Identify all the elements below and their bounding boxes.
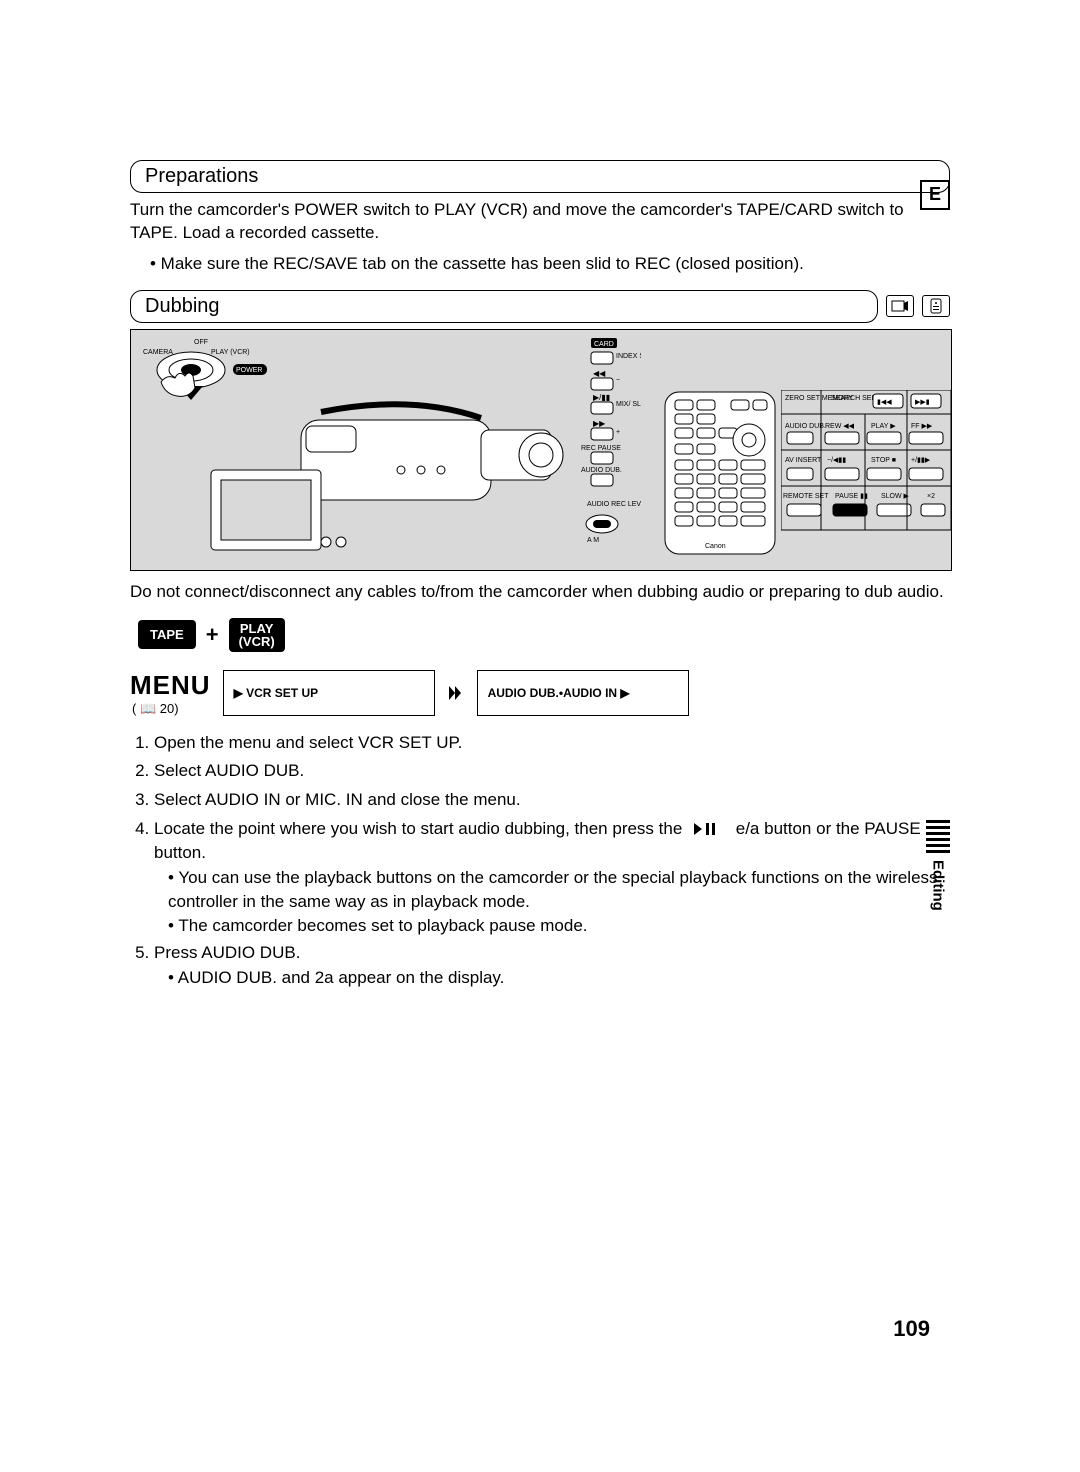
lbl-off: OFF	[194, 339, 208, 346]
play-label: PLAY	[239, 622, 275, 635]
camera-icon	[886, 295, 914, 317]
step-5: Press AUDIO DUB. • AUDIO DUB. and 2a app…	[154, 941, 950, 989]
step-4a: Locate the point where you wish to start…	[154, 819, 687, 838]
preparations-text: Turn the camcorder's POWER switch to PLA…	[130, 199, 950, 245]
vcr-label: (VCR)	[239, 635, 275, 648]
button-column: CARD INDEX SCREEN ◀◀ − ▶/▮▮ MIX/ SLIDE S…	[571, 338, 641, 558]
svg-text:CARD: CARD	[594, 341, 614, 348]
mode-row: TAPE + PLAY (VCR)	[138, 618, 950, 652]
step-4-glyph-label: e/a	[736, 819, 760, 838]
step-4-sub2: • The camcorder becomes set to playback …	[168, 914, 950, 938]
step-2: Select AUDIO DUB.	[154, 759, 950, 784]
svg-text:MIX/ SLIDE SHOW: MIX/ SLIDE SHOW	[616, 401, 641, 408]
play-pause-icon	[691, 820, 727, 838]
step-5-text: Press AUDIO DUB.	[154, 943, 300, 962]
play-vcr-badge: PLAY (VCR)	[229, 618, 285, 652]
svg-text:AUDIO DUB.: AUDIO DUB.	[581, 467, 622, 474]
dubbing-illustration: OFF CAMERA PLAY (VCR) POWER	[130, 329, 952, 571]
editing-label: Editing	[930, 860, 947, 911]
svg-text:AUDIO REC LEVEL: AUDIO REC LEVEL	[587, 501, 641, 508]
dubbing-header: Dubbing	[130, 290, 950, 323]
menu-word: MENU	[130, 670, 211, 701]
preparations-bullet: • Make sure the REC/SAVE tab on the cass…	[130, 253, 950, 276]
svg-text:REMOTE SET: REMOTE SET	[783, 493, 829, 500]
dubbing-title: Dubbing	[130, 290, 878, 323]
svg-text:−: −	[616, 377, 620, 384]
svg-text:▶/▮▮: ▶/▮▮	[593, 393, 610, 402]
step-4: Locate the point where you wish to start…	[154, 817, 950, 938]
plus-sign: +	[206, 622, 219, 648]
svg-text:▶▶▮: ▶▶▮	[915, 399, 930, 406]
svg-text:+: +	[616, 429, 620, 436]
step-3: Select AUDIO IN or MIC. IN and close the…	[154, 788, 950, 813]
svg-text:A M: A M	[587, 537, 599, 544]
menu-sub: ( 📖 20)	[132, 701, 211, 717]
svg-text:×2: ×2	[927, 493, 935, 500]
preparations-title: Preparations	[130, 160, 950, 193]
svg-text:AUDIO DUB.: AUDIO DUB.	[785, 423, 826, 430]
svg-text:Canon: Canon	[705, 543, 726, 550]
svg-text:◀◀: ◀◀	[593, 369, 606, 378]
preparations-header: Preparations	[130, 160, 950, 193]
tape-badge: TAPE	[138, 620, 196, 649]
camcorder-body	[151, 400, 571, 560]
svg-text:AV INSERT: AV INSERT	[785, 457, 822, 464]
svg-text:▮◀◀: ▮◀◀	[877, 399, 892, 406]
svg-text:FF ▶▶: FF ▶▶	[911, 423, 933, 430]
hatch-marker	[926, 820, 950, 856]
page-number: 109	[893, 1316, 930, 1342]
svg-text:+/▮▮▶: +/▮▮▶	[911, 457, 931, 464]
menu-box-1: ▶ VCR SET UP	[223, 670, 435, 716]
svg-text:REC PAUSE: REC PAUSE	[581, 445, 621, 452]
remote-body: Canon	[661, 390, 781, 560]
svg-text:REW ◀◀: REW ◀◀	[825, 423, 855, 430]
lbl-play: PLAY (VCR)	[211, 349, 250, 356]
remote-label-grid: ZERO SET MEMORY SEARCH SELECT ▮◀◀ ▶▶▮ AU…	[781, 390, 951, 540]
step-4-sub1: • You can use the playback buttons on th…	[168, 866, 950, 914]
remote-icon	[922, 295, 950, 317]
lbl-camera: CAMERA	[143, 349, 173, 356]
menu-row: MENU ( 📖 20) ▶ VCR SET UP AUDIO DUB.•AUD…	[130, 670, 950, 717]
svg-text:STOP ■: STOP ■	[871, 457, 896, 464]
svg-text:▶▶: ▶▶	[593, 419, 606, 428]
menu-box-2: AUDIO DUB.•AUDIO IN ▶	[477, 670, 689, 716]
dubbing-after-text: Do not connect/disconnect any cables to/…	[130, 581, 950, 604]
svg-text:PLAY ▶: PLAY ▶	[871, 423, 896, 430]
svg-text:PAUSE ▮▮: PAUSE ▮▮	[835, 493, 868, 500]
svg-text:SLOW ▶: SLOW ▶	[881, 493, 910, 500]
double-chevron-right-icon	[447, 684, 465, 702]
step-1: Open the menu and select VCR SET UP.	[154, 731, 950, 756]
editing-strip: Editing	[926, 820, 950, 911]
svg-text:INDEX SCREEN: INDEX SCREEN	[616, 353, 641, 360]
lbl-power: POWER	[236, 367, 262, 374]
language-badge: E	[920, 180, 950, 210]
step-5-sub: • AUDIO DUB. and 2a appear on the displa…	[168, 966, 950, 990]
steps-list: Open the menu and select VCR SET UP. Sel…	[130, 731, 950, 990]
svg-text:−/◀▮▮: −/◀▮▮	[827, 457, 846, 464]
